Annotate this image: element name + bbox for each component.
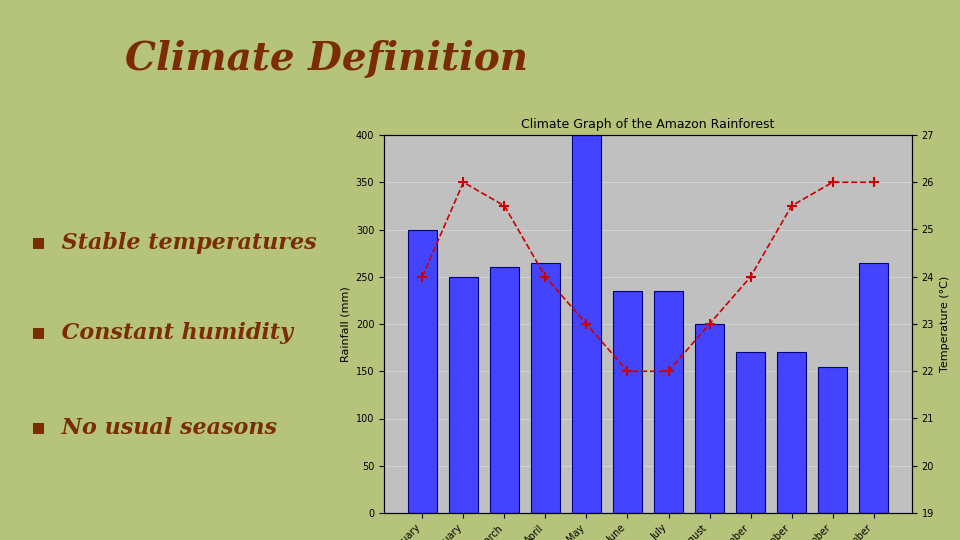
Bar bbox=[613, 291, 642, 513]
Bar bbox=[859, 262, 888, 513]
Bar bbox=[778, 352, 806, 513]
Text: ▪  Constant humidity: ▪ Constant humidity bbox=[31, 322, 293, 345]
Title: Climate Graph of the Amazon Rainforest: Climate Graph of the Amazon Rainforest bbox=[521, 118, 775, 131]
Bar bbox=[695, 324, 724, 513]
Bar bbox=[490, 267, 518, 513]
Text: ▪  Stable temperatures: ▪ Stable temperatures bbox=[31, 232, 317, 254]
Y-axis label: Temperature (°C): Temperature (°C) bbox=[940, 276, 949, 372]
Bar bbox=[449, 276, 478, 513]
Bar bbox=[531, 262, 560, 513]
Bar bbox=[408, 230, 437, 513]
Text: Climate Definition: Climate Definition bbox=[125, 40, 528, 78]
Y-axis label: Rainfall (mm): Rainfall (mm) bbox=[340, 286, 350, 362]
Text: ▪  No usual seasons: ▪ No usual seasons bbox=[31, 417, 276, 440]
Bar bbox=[736, 352, 765, 513]
Bar bbox=[818, 367, 847, 513]
Bar bbox=[572, 135, 601, 513]
Bar bbox=[654, 291, 683, 513]
